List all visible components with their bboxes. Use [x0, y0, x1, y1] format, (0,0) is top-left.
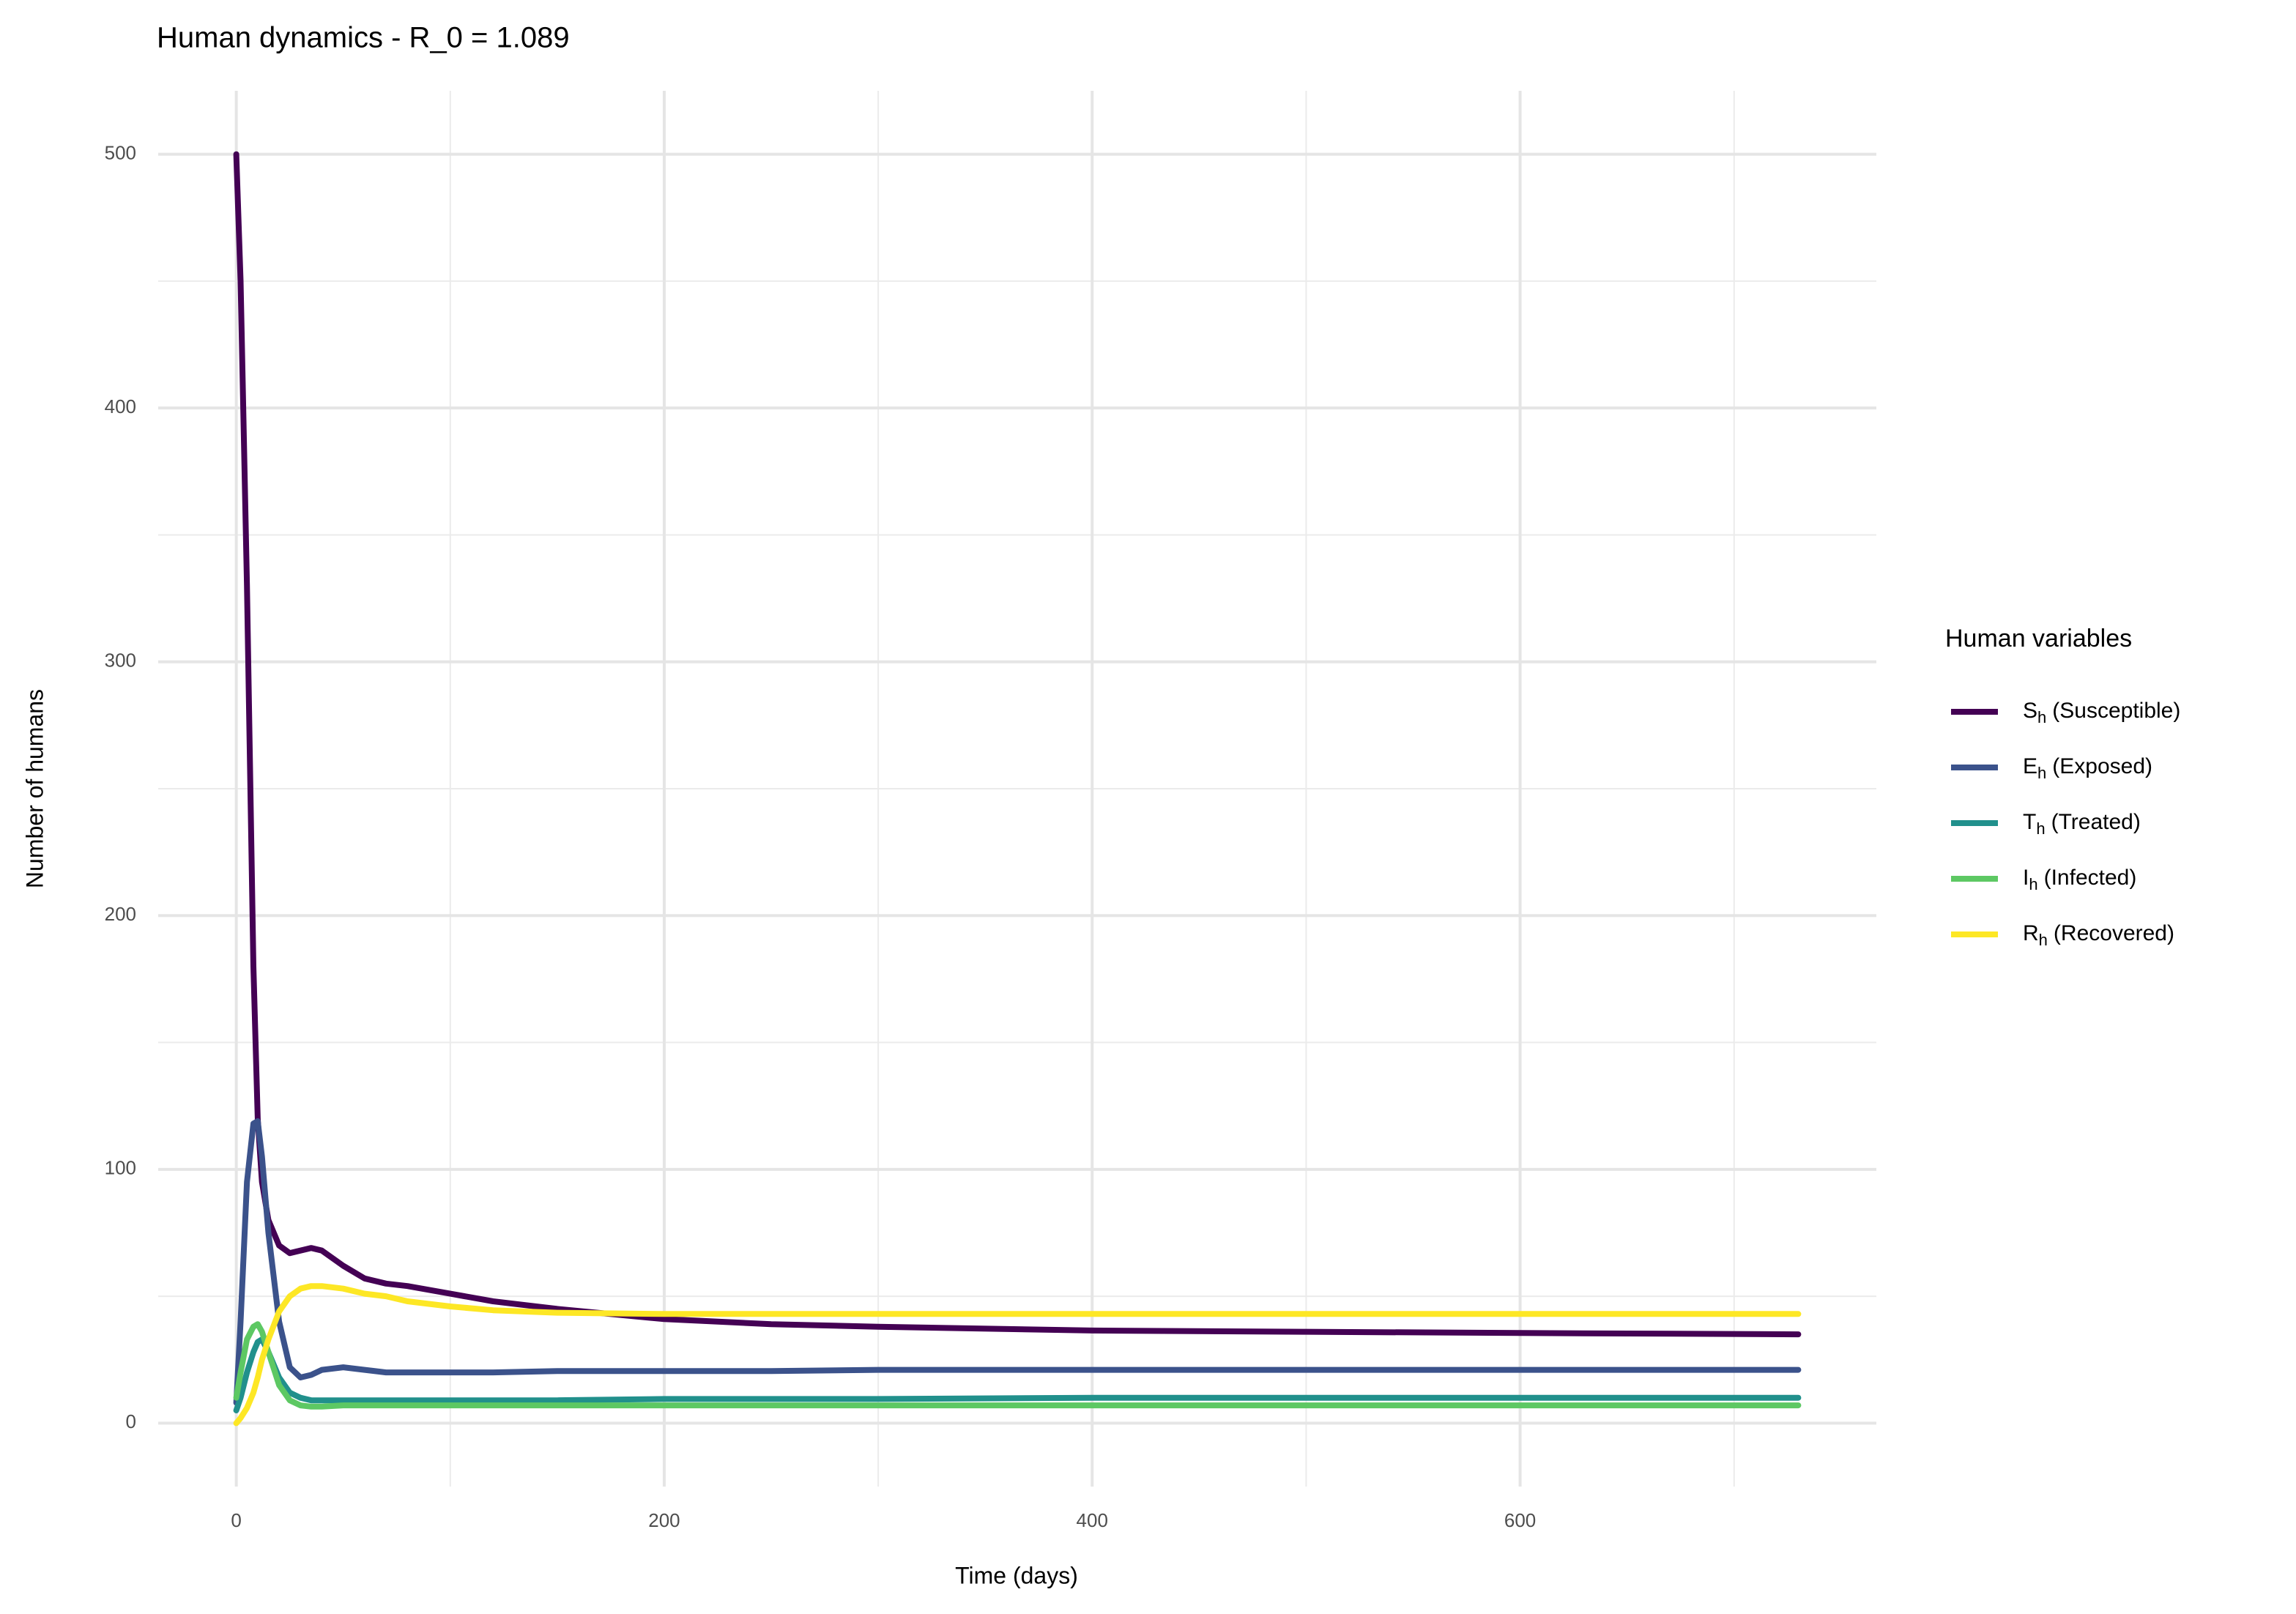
y-tick-label: 300: [105, 650, 136, 672]
x-tick-label: 0: [231, 1509, 241, 1531]
series-line: [233, 1118, 1802, 1406]
series-line: [233, 1321, 1802, 1410]
y-tick-label: 0: [126, 1410, 136, 1432]
legend-subscript: h: [2037, 708, 2046, 726]
series-line: [233, 1283, 1802, 1427]
legend-name: (Infected): [2044, 866, 2137, 890]
y-tick-label: 400: [105, 395, 136, 417]
legend-label: Ih (Infected): [2023, 866, 2136, 893]
legend-label: Eh (Exposed): [2023, 754, 2152, 782]
chart-title: Human dynamics - R_0 = 1.089: [157, 22, 570, 54]
legend-symbol: R: [2023, 921, 2039, 945]
x-tick-label: 400: [1077, 1509, 1108, 1531]
legend-name: (Recovered): [2054, 921, 2174, 945]
legend-name: (Exposed): [2052, 754, 2152, 778]
legend-symbol: T: [2023, 810, 2036, 834]
legend-name: (Treated): [2051, 810, 2141, 834]
y-tick-label: 100: [105, 1157, 136, 1179]
series-line: [233, 151, 1802, 1338]
legend-label: Th (Treated): [2023, 810, 2141, 838]
y-axis-title: Number of humans: [21, 689, 48, 888]
y-tick-label: 200: [105, 903, 136, 925]
legend-subscript: h: [2039, 931, 2048, 949]
x-axis-title: Time (days): [955, 1562, 1078, 1588]
legend-symbol: E: [2023, 754, 2037, 778]
x-tick-label: 200: [648, 1509, 680, 1531]
legend-subscript: h: [2036, 819, 2045, 838]
legend-subscript: h: [2029, 875, 2037, 893]
legend-subscript: h: [2037, 764, 2046, 782]
legend-symbol: I: [2023, 866, 2029, 890]
legend-symbol: S: [2023, 699, 2037, 723]
x-tick-label: 600: [1504, 1509, 1536, 1531]
legend-title: Human variables: [1945, 625, 2132, 652]
legend-label: Sh (Susceptible): [2023, 699, 2180, 726]
y-tick-label: 500: [105, 142, 136, 164]
legend-label: Rh (Recovered): [2023, 921, 2174, 949]
legend-name: (Susceptible): [2052, 699, 2180, 723]
series-line: [233, 1336, 1802, 1413]
